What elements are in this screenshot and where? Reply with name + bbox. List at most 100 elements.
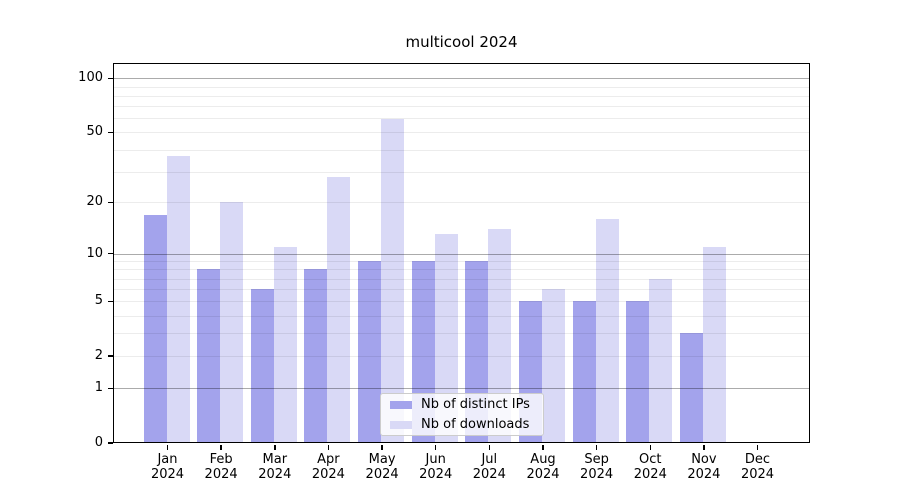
y-tick-mark: [108, 131, 113, 133]
gridline-minor: [113, 171, 810, 173]
gridline-minor: [113, 106, 810, 108]
y-tick-mark: [108, 442, 113, 444]
gridline-minor: [113, 278, 810, 280]
bar-distinct-ips-oct: [626, 301, 650, 443]
x-tick-year: 2024: [365, 467, 399, 482]
x-tick-label-mar: Mar 2024: [235, 452, 315, 482]
x-tick-mark: [542, 444, 544, 450]
legend-swatch-downloads: [390, 420, 412, 429]
bar-downloads-oct: [649, 278, 673, 443]
x-tick-label-nov: Nov 2024: [664, 452, 744, 482]
bar-downloads-feb: [220, 202, 244, 443]
x-tick-mark: [595, 444, 598, 450]
x-tick-mark: [756, 444, 759, 450]
gridline-minor: [113, 95, 810, 97]
x-tick-year: 2024: [419, 467, 453, 482]
x-tick-year: 2024: [740, 467, 775, 482]
x-tick-month: May: [368, 452, 396, 467]
gridline-minor: [113, 118, 810, 120]
bar-downloads-mar: [273, 246, 297, 443]
x-tick-mark: [220, 444, 222, 450]
bar-distinct-ips-may: [358, 261, 382, 443]
x-tick-label-apr: Apr 2024: [288, 452, 368, 482]
x-tick-year: 2024: [150, 467, 185, 482]
bar-distinct-ips-mar: [250, 289, 274, 443]
x-tick-month: Sep: [584, 452, 609, 467]
y-tick-mark: [108, 201, 113, 204]
x-tick-label-feb: Feb 2024: [181, 452, 261, 482]
bar-downloads-may: [381, 119, 405, 443]
x-tick-mark: [327, 444, 330, 450]
x-tick-label-sep: Sep 2024: [557, 452, 637, 482]
y-tick-mark: [108, 252, 113, 255]
gridline-minor: [113, 315, 810, 317]
y-tick-label: 100: [78, 70, 103, 86]
gridline-minor: [113, 333, 810, 335]
y-tick-label: 2: [94, 348, 103, 364]
x-tick-mark: [703, 444, 705, 450]
bar-distinct-ips-feb: [197, 269, 221, 443]
gridline-major: [113, 253, 810, 255]
y-tick-label: 20: [86, 194, 103, 210]
gridline-minor: [113, 132, 810, 134]
y-tick-label: 0: [94, 435, 103, 450]
y-tick-label: 50: [86, 124, 103, 140]
gridline-minor: [113, 356, 810, 358]
bar-downloads-apr: [327, 176, 351, 443]
bar-downloads-jan: [166, 155, 190, 443]
legend-swatch-distinct-ips: [390, 400, 412, 409]
gridline-major: [113, 388, 810, 390]
x-tick-label-oct: Oct 2024: [610, 452, 690, 482]
x-tick-mark: [166, 444, 169, 450]
x-tick-month: Nov: [691, 452, 717, 467]
x-tick-month: Aug: [530, 452, 556, 467]
legend-label-downloads: Nb of downloads: [421, 417, 530, 432]
x-tick-year: 2024: [580, 467, 614, 482]
bar-downloads-jun: [434, 234, 458, 443]
bar-downloads-sep: [595, 219, 619, 443]
x-tick-year: 2024: [204, 467, 238, 482]
legend-label-distinct-ips: Nb of distinct IPs: [421, 397, 530, 412]
x-tick-mark: [274, 444, 276, 450]
y-tick-mark: [108, 77, 113, 79]
x-tick-year: 2024: [311, 467, 345, 482]
x-tick-label-jun: Jun 2024: [396, 452, 476, 482]
plot-area: [113, 63, 810, 443]
x-tick-year: 2024: [472, 467, 506, 482]
x-tick-month: Dec: [744, 452, 771, 467]
gridline-minor: [113, 301, 810, 303]
x-tick-year: 2024: [687, 467, 721, 482]
x-tick-month: Apr: [317, 452, 340, 467]
x-tick-label-jan: Jan 2024: [128, 452, 208, 482]
x-tick-month: Jul: [481, 452, 498, 467]
x-tick-year: 2024: [258, 467, 292, 482]
y-tick-mark: [108, 300, 113, 303]
x-tick-month: Oct: [639, 452, 662, 467]
x-tick-mark: [434, 444, 437, 450]
gridline-minor: [113, 261, 810, 262]
x-tick-year: 2024: [526, 467, 560, 482]
y-tick-mark: [108, 355, 113, 357]
legend-entry-distinct-ips: Nb of distinct IPs: [381, 396, 543, 413]
x-tick-month: Feb: [209, 452, 233, 467]
gridline-major: [113, 78, 810, 80]
legend-entry-downloads: Nb of downloads: [381, 416, 543, 433]
x-tick-label-jul: Jul 2024: [449, 452, 529, 482]
x-tick-mark: [488, 444, 491, 450]
gridline-minor: [113, 269, 810, 271]
bar-downloads-jul: [488, 229, 512, 443]
bar-downloads-aug: [542, 289, 565, 443]
x-tick-mark: [381, 444, 383, 450]
gridline-minor: [113, 149, 810, 151]
bar-distinct-ips-apr: [304, 269, 328, 443]
x-tick-label-may: May 2024: [342, 452, 422, 482]
x-tick-month: Jan: [157, 452, 178, 467]
bar-distinct-ips-jan: [143, 214, 167, 443]
bar-downloads-nov: [702, 246, 726, 443]
y-tick-label: 1: [94, 380, 103, 396]
y-tick-label: 10: [86, 245, 103, 261]
x-tick-month: Jun: [425, 452, 446, 467]
bar-distinct-ips-sep: [572, 301, 596, 443]
gridline-minor: [113, 86, 810, 88]
chart-title: multicool 2024: [405, 33, 518, 51]
